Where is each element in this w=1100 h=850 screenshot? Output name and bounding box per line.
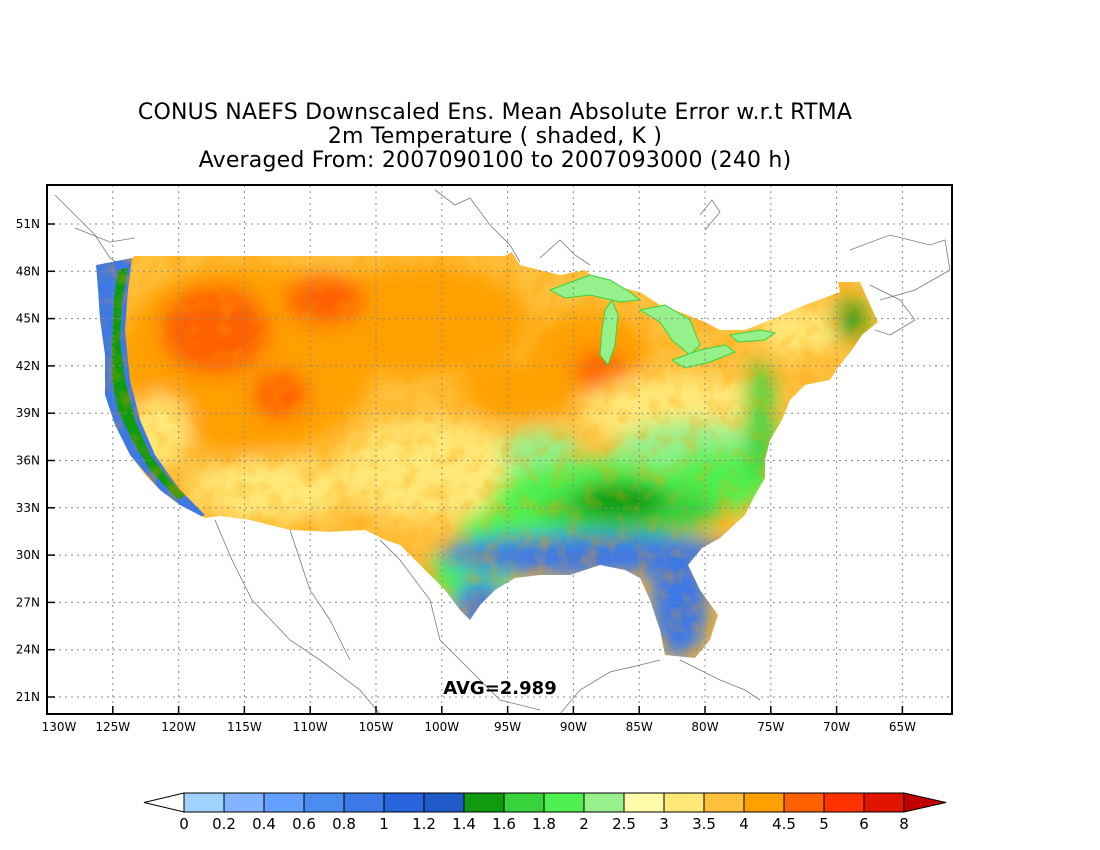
- colorbar-label: 3.5: [692, 815, 716, 833]
- colorbar-swatch: [463, 792, 505, 813]
- lat-label: 21N: [16, 690, 40, 704]
- title-line-3: Averaged From: 2007090100 to 2007093000 …: [198, 148, 792, 173]
- colorbar-swatch: [663, 792, 705, 813]
- lat-label: 51N: [16, 217, 40, 231]
- lon-label: 65W: [889, 720, 916, 734]
- colorbar-label: 0.8: [332, 815, 356, 833]
- colorbar-label: 6: [859, 815, 869, 833]
- colorbar-label: 4: [739, 815, 749, 833]
- colorbar-swatch: [223, 792, 265, 813]
- lat-label: 24N: [16, 643, 40, 657]
- colorbar-swatch: [623, 792, 665, 813]
- lon-label: 75W: [757, 720, 784, 734]
- colorbar-label: 0: [179, 815, 189, 833]
- colorbar-label: 4.5: [772, 815, 796, 833]
- colorbar-label: 0.6: [292, 815, 316, 833]
- colorbar-label: 1.6: [492, 815, 516, 833]
- colorbar-swatch: [263, 792, 305, 813]
- avg-label: AVG=2.989: [443, 678, 556, 699]
- lat-label: 42N: [16, 359, 40, 373]
- colorbar-swatch: [383, 792, 425, 813]
- colorbar-label: 0.4: [252, 815, 276, 833]
- colorbar-label: 3: [659, 815, 669, 833]
- colorbar-swatch: [703, 792, 745, 813]
- colorbar-label: 0.2: [212, 815, 236, 833]
- lat-label: 33N: [16, 501, 40, 515]
- lat-label: 48N: [16, 264, 40, 278]
- colorbar-swatch: [303, 792, 345, 813]
- lon-label: 95W: [494, 720, 521, 734]
- lat-label: 36N: [16, 454, 40, 468]
- colorbar-swatch: [543, 792, 585, 813]
- colorbar-swatch: [783, 792, 825, 813]
- great-lakes: [548, 274, 777, 369]
- colorbar-swatch: [863, 792, 905, 813]
- lon-label: 100W: [424, 720, 459, 734]
- colorbar-label: 1.8: [532, 815, 556, 833]
- lat-label: 30N: [16, 548, 40, 562]
- title-line-2: 2m Temperature ( shaded, K ): [327, 124, 663, 149]
- lon-label: 80W: [691, 720, 718, 734]
- latitude-labels: 51N 48N 45N 42N 39N 36N 33N 30N 27N 24N 21N: [16, 217, 55, 704]
- lon-label: 130W: [42, 720, 77, 734]
- lat-label: 27N: [16, 595, 40, 609]
- lat-label: 45N: [16, 312, 40, 326]
- lon-label: 120W: [161, 720, 196, 734]
- colorbar-label: 1.2: [412, 815, 436, 833]
- longitude-labels: 130W 125W 120W 115W 110W 105W 100W 95W 90W 85W 80W…: [42, 706, 916, 734]
- lon-label: 90W: [560, 720, 587, 734]
- colorbar-label: 1.4: [452, 815, 476, 833]
- plot-frame: [46, 184, 953, 715]
- colorbar-swatch: [823, 792, 865, 813]
- colorbar-swatch: [583, 792, 625, 813]
- colorbar-label: 8: [899, 815, 909, 833]
- colorbar-label: 2: [579, 815, 589, 833]
- title-line-1: CONUS NAEFS Downscaled Ens. Mean Absolut…: [137, 100, 853, 125]
- lon-label: 115W: [227, 720, 262, 734]
- lon-label: 110W: [293, 720, 328, 734]
- lon-label: 105W: [359, 720, 394, 734]
- lon-label: 85W: [626, 720, 653, 734]
- colorbar-under-arrow: [143, 792, 185, 813]
- colorbar-label: 1: [379, 815, 389, 833]
- map-title: CONUS NAEFS Downscaled Ens. Mean Absolut…: [0, 101, 990, 173]
- colorbar-swatch: [503, 792, 545, 813]
- colorbar-label: 2.5: [612, 815, 636, 833]
- graticule: [47, 185, 952, 714]
- colorbar-over-arrow: [903, 792, 947, 813]
- colorbar-swatch: [183, 792, 225, 813]
- lon-label: 70W: [823, 720, 850, 734]
- colorbar-swatch: [343, 792, 385, 813]
- colorbar-label: 5: [819, 815, 829, 833]
- colorbar-swatch: [743, 792, 785, 813]
- colorbar-swatch: [423, 792, 465, 813]
- lat-label: 39N: [16, 406, 40, 420]
- colorbar: 0 0.2 0.4 0.6 0.8 1 1.2 1.4 1.6 1.8 2 2.5 3 3.5 4 4.5 5 6…: [143, 792, 947, 833]
- lon-label: 125W: [95, 720, 130, 734]
